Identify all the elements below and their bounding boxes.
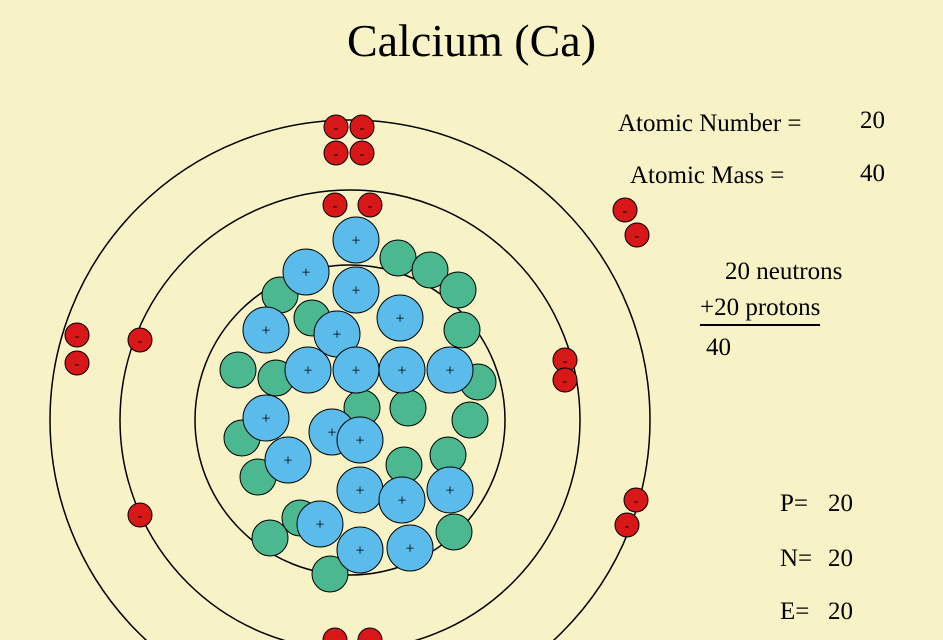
atomic-mass-label: Atomic Mass = <box>630 162 784 190</box>
protons-line-text: +20 protons <box>700 294 820 326</box>
proton-charge-icon: + <box>397 493 406 510</box>
electron-charge-icon: - <box>360 121 365 136</box>
e-value: 20 <box>828 598 853 626</box>
neutron <box>380 240 416 276</box>
electron-charge-icon: - <box>368 199 373 214</box>
electron-charge-icon: - <box>360 147 365 162</box>
proton-charge-icon: + <box>261 411 270 428</box>
electron-charge-icon: - <box>75 329 80 344</box>
protons-line: +20 protons <box>700 294 820 326</box>
proton-charge-icon: + <box>327 425 336 442</box>
proton-charge-icon: + <box>261 323 270 340</box>
neutron <box>440 272 476 308</box>
proton-charge-icon: + <box>405 541 414 558</box>
proton-charge-icon: + <box>355 543 364 560</box>
atomic-number-value: 20 <box>860 107 885 135</box>
proton-charge-icon: + <box>445 483 454 500</box>
proton-charge-icon: + <box>395 311 404 328</box>
electron-charge-icon: - <box>635 229 640 244</box>
electron-charge-icon: - <box>334 121 339 136</box>
neutron <box>444 312 480 348</box>
neutron <box>252 520 288 556</box>
electron-charge-icon: - <box>333 634 338 640</box>
proton-charge-icon: + <box>351 283 360 300</box>
proton-charge-icon: + <box>283 453 292 470</box>
electron-charge-icon: - <box>368 634 373 640</box>
n-value: 20 <box>828 545 853 573</box>
proton-charge-icon: + <box>397 363 406 380</box>
n-label: N= <box>780 545 812 573</box>
electron-charge-icon: - <box>334 147 339 162</box>
electron-charge-icon: - <box>634 494 639 509</box>
proton-charge-icon: + <box>301 265 310 282</box>
electron-charge-icon: - <box>563 354 568 369</box>
proton-charge-icon: + <box>445 363 454 380</box>
neutron <box>436 514 472 550</box>
proton-charge-icon: + <box>303 363 312 380</box>
proton-charge-icon: + <box>351 363 360 380</box>
electron-charge-icon: - <box>623 204 628 219</box>
proton-charge-icon: + <box>315 517 324 534</box>
electron-charge-icon: - <box>563 374 568 389</box>
proton-charge-icon: + <box>355 433 364 450</box>
p-label: P= <box>780 490 808 518</box>
diagram-stage: Calcium (Ca) ++++++++++++++++++++-------… <box>0 0 943 640</box>
electron-charge-icon: - <box>138 509 143 524</box>
proton-charge-icon: + <box>355 483 364 500</box>
proton-charge-icon: + <box>332 327 341 344</box>
p-value: 20 <box>828 490 853 518</box>
electron-charge-icon: - <box>138 334 143 349</box>
atomic-mass-value: 40 <box>860 160 885 188</box>
electron-charge-icon: - <box>625 519 630 534</box>
mass-sum: 40 <box>706 334 731 362</box>
electron-charge-icon: - <box>75 357 80 372</box>
neutron <box>390 390 426 426</box>
atomic-number-label: Atomic Number = <box>618 110 802 138</box>
neutron <box>220 352 256 388</box>
neutrons-line: 20 neutrons <box>725 258 842 286</box>
neutron <box>452 402 488 438</box>
proton-charge-icon: + <box>351 233 360 250</box>
electron-charge-icon: - <box>333 199 338 214</box>
e-label: E= <box>780 598 809 626</box>
